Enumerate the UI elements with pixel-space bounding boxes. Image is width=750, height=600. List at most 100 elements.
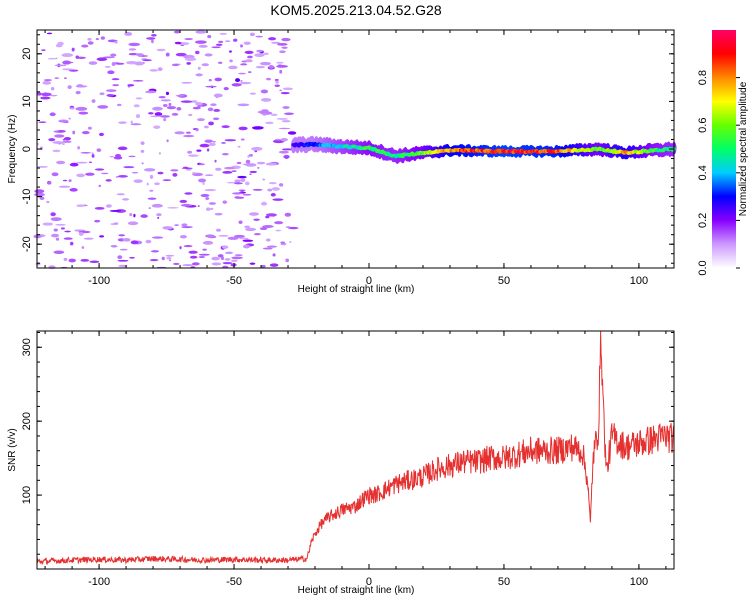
noise-speckle: [115, 62, 125, 65]
noise-speckle: [255, 35, 264, 38]
noise-speckle: [78, 111, 89, 115]
noise-speckle: [210, 103, 217, 107]
noise-speckle: [233, 234, 245, 238]
noise-speckle: [67, 85, 72, 89]
noise-speckle: [238, 126, 248, 131]
noise-speckle: [149, 189, 154, 192]
noise-speckle: [272, 253, 276, 257]
noise-speckle: [279, 50, 286, 54]
noise-speckle: [245, 159, 251, 164]
noise-speckle: [112, 84, 120, 87]
noise-speckle: [247, 71, 252, 73]
snr-x-tick-label: 0: [366, 576, 372, 588]
noise-speckle: [61, 61, 74, 64]
noise-speckle: [148, 207, 152, 209]
noise-speckle: [212, 117, 220, 121]
noise-speckle: [147, 112, 154, 115]
noise-speckle: [78, 231, 84, 236]
snr-x-tick-label: -100: [88, 576, 110, 588]
snr-x-tick-label: -50: [226, 576, 242, 588]
noise-speckle: [270, 41, 281, 44]
noise-speckle: [117, 146, 128, 151]
noise-speckle: [69, 107, 75, 110]
noise-speckle: [149, 259, 159, 262]
noise-speckle: [218, 234, 229, 237]
noise-speckle: [91, 99, 96, 103]
noise-speckle: [162, 179, 172, 181]
noise-speckle: [130, 240, 139, 245]
noise-speckle: [166, 139, 169, 143]
noise-speckle: [179, 199, 188, 203]
noise-speckle: [218, 40, 224, 43]
noise-speckle: [182, 264, 194, 266]
noise-speckle: [184, 38, 194, 40]
colorbar-tick-label: 0.6: [697, 118, 709, 133]
noise-speckle: [168, 102, 172, 107]
noise-speckle: [171, 112, 179, 116]
noise-speckle: [180, 203, 192, 207]
noise-speckle: [197, 118, 205, 122]
colorbar-ticks: 0.0 0.2 0.4 0.6 0.8: [697, 70, 740, 276]
noise-speckle: [265, 213, 277, 217]
noise-speckle: [156, 213, 162, 217]
noise-speckle: [188, 154, 199, 157]
spectrogram-x-tick-label: -50: [226, 275, 242, 287]
noise-speckle: [259, 227, 268, 231]
noise-speckle: [198, 253, 210, 256]
noise-speckle: [287, 226, 299, 230]
noise-speckle: [150, 250, 160, 253]
noise-speckle: [87, 37, 92, 41]
noise-speckle: [261, 97, 272, 102]
noise-speckle: [99, 92, 105, 96]
noise-speckle: [268, 182, 277, 185]
noise-speckle: [43, 79, 53, 81]
noise-speckle: [159, 115, 170, 118]
noise-speckle: [239, 237, 249, 240]
noise-speckle: [146, 37, 156, 40]
noise-speckle: [211, 262, 222, 266]
noise-speckle: [62, 140, 72, 143]
noise-speckle: [212, 140, 216, 143]
noise-speckle: [243, 41, 251, 45]
noise-speckle: [249, 32, 255, 37]
noise-speckle: [95, 38, 99, 40]
noise-speckle: [49, 94, 58, 97]
noise-speckle: [53, 228, 58, 232]
noise-speckle: [46, 180, 52, 185]
noise-speckle: [211, 46, 221, 49]
noise-speckle: [242, 239, 254, 242]
noise-speckle: [227, 236, 239, 240]
noise-speckle: [221, 153, 229, 156]
noise-speckle: [285, 226, 291, 228]
noise-speckle: [158, 152, 161, 155]
noise-speckle: [277, 64, 283, 68]
noise-speckle: [135, 97, 143, 100]
noise-speckle: [240, 80, 243, 82]
noise-speckle: [252, 188, 263, 191]
noise-speckle: [278, 127, 291, 130]
noise-speckle: [118, 234, 125, 237]
noise-speckle: [223, 87, 229, 91]
noise-speckle: [240, 63, 248, 66]
noise-speckle: [150, 115, 162, 118]
noise-speckle: [198, 44, 208, 48]
noise-speckle: [103, 56, 115, 59]
noise-speckle: [260, 89, 269, 94]
spectrogram-y-tick-label: -20: [21, 236, 33, 252]
noise-speckle: [134, 61, 145, 66]
snr-panel: -100 -50 0 50 100 100 200 300 Height of straigh…: [7, 330, 675, 596]
noise-speckle: [266, 77, 271, 81]
noise-speckle: [237, 145, 241, 148]
noise-speckle: [272, 198, 284, 201]
noise-speckle: [94, 219, 101, 223]
noise-speckle: [266, 238, 271, 242]
noise-speckle: [117, 174, 128, 178]
noise-speckle: [173, 30, 181, 34]
noise-speckle: [117, 255, 123, 260]
noise-speckle: [135, 53, 144, 57]
noise-speckle: [165, 91, 170, 96]
noise-speckle: [62, 68, 74, 71]
noise-speckle: [34, 189, 45, 194]
